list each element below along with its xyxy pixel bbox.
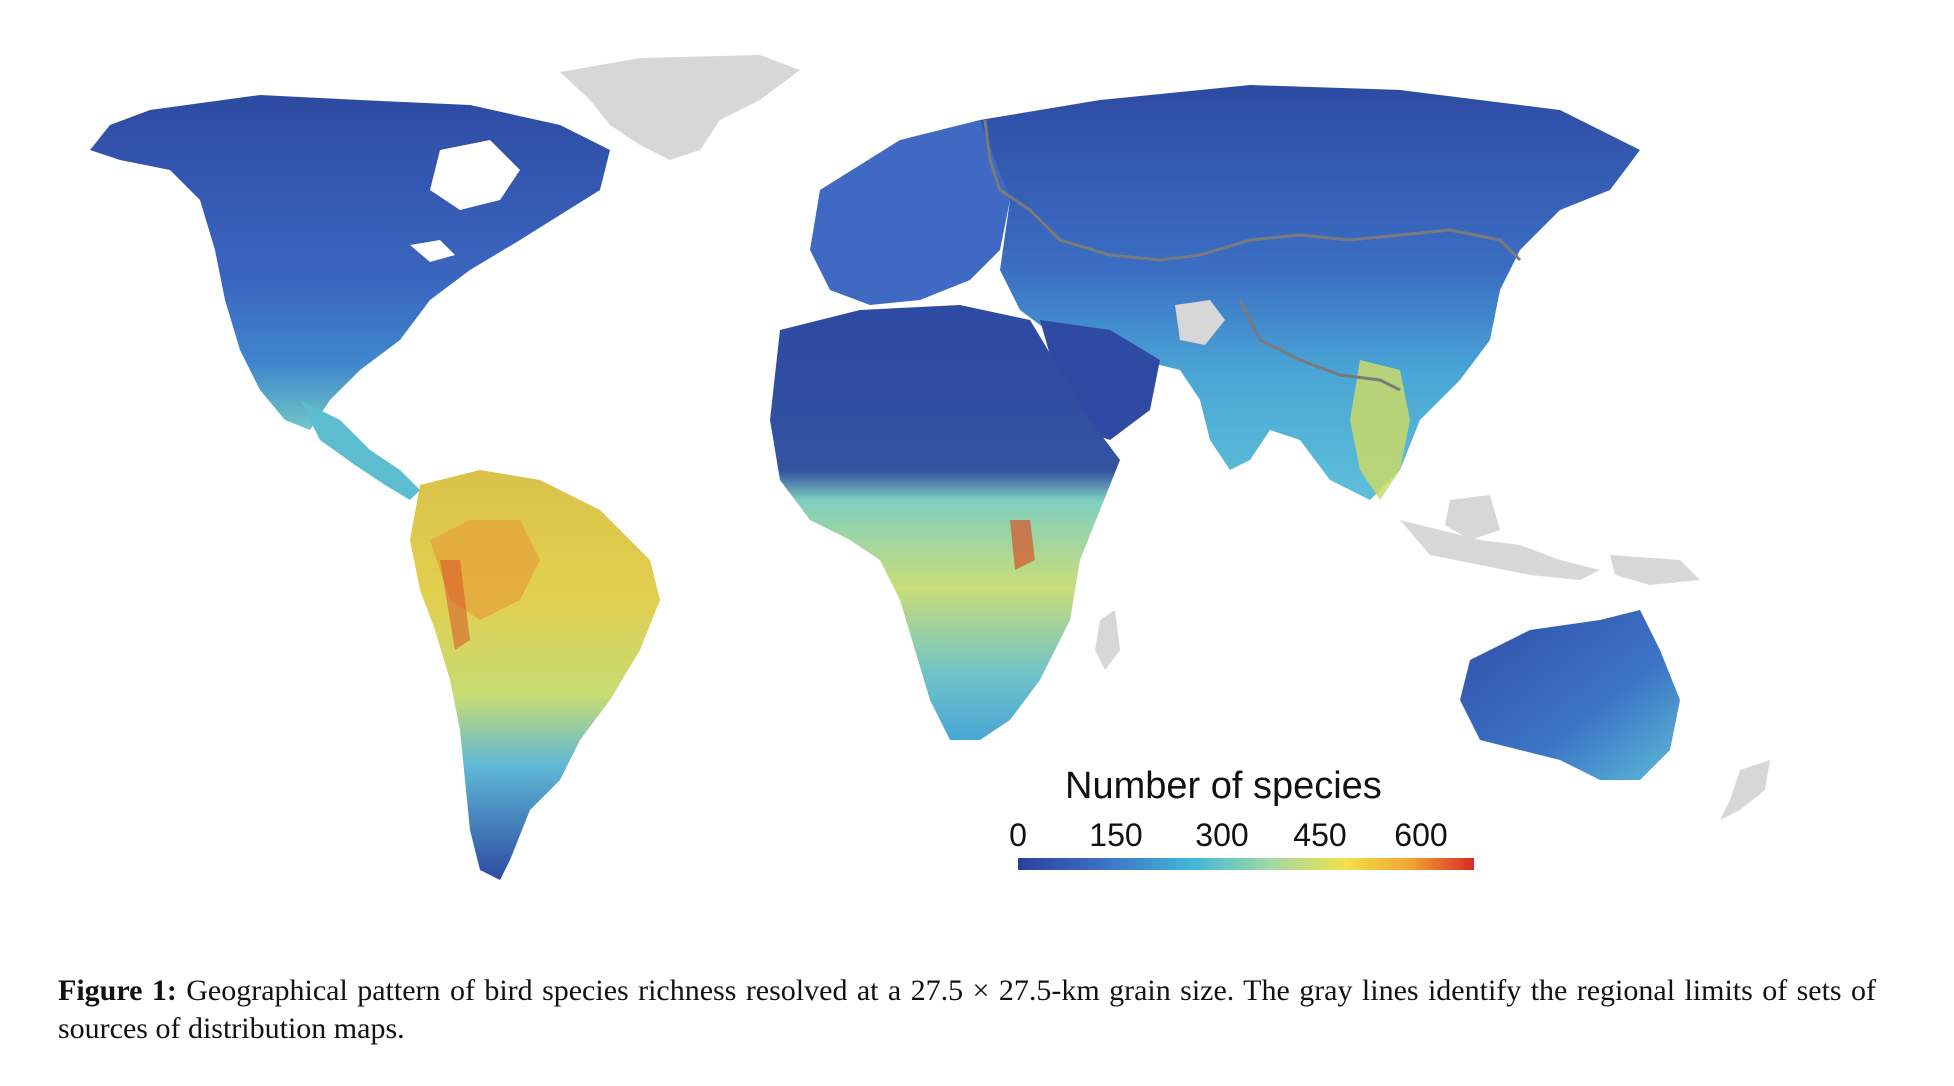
species-richness-map: Number of species 0 150 300 450 600 [90, 55, 1770, 880]
figure-caption: Figure 1: Geographical pattern of bird s… [58, 972, 1876, 1048]
legend-tick-150: 150 [1089, 817, 1142, 853]
borneo-island [1445, 495, 1500, 540]
greenland-region [560, 55, 800, 160]
regional-limit-line [1238, 299, 1401, 392]
north-america-region [90, 95, 610, 430]
asia-region [980, 85, 1640, 500]
australia-region [1460, 610, 1680, 780]
legend-tick-600: 600 [1394, 817, 1447, 853]
madagascar-region [1095, 610, 1120, 670]
central-america-region [300, 400, 420, 500]
legend-color-bar [1018, 858, 1474, 870]
albertine-rift-hotspot [1010, 520, 1035, 570]
europe-region [810, 120, 1020, 305]
legend-tick-0: 0 [1009, 817, 1027, 853]
legend-tick-300: 300 [1195, 817, 1248, 853]
africa-region [770, 305, 1120, 740]
regional-limit-line [983, 119, 1522, 262]
afghanistan-region [1175, 300, 1225, 345]
andes-hotspot [440, 560, 470, 650]
new-guinea-island [1610, 555, 1700, 585]
legend: Number of species 0 150 300 450 600 [1009, 765, 1474, 870]
new-zealand-region [1720, 760, 1770, 820]
indonesia-islands [1400, 520, 1600, 580]
caption-label: Figure 1: [58, 974, 177, 1007]
great-lakes [410, 240, 455, 262]
hudson-bay [430, 140, 520, 210]
legend-title: Number of species [1065, 765, 1382, 807]
caption-text: Geographical pattern of bird species ric… [58, 974, 1876, 1045]
legend-tick-450: 450 [1293, 817, 1346, 853]
indochina-hotspot [1350, 360, 1410, 500]
